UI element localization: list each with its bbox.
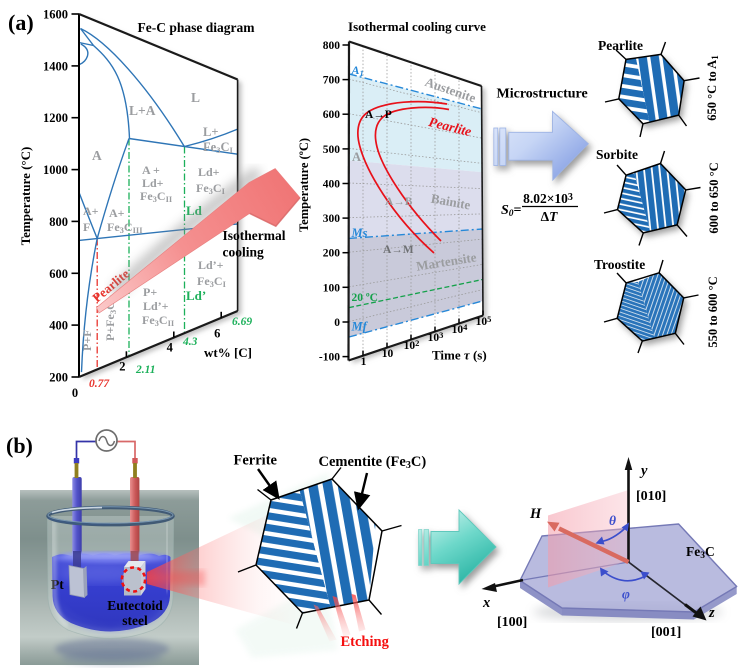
svg-text:20 ºC: 20 ºC xyxy=(352,292,378,304)
svg-text:Fe3CI: Fe3CI xyxy=(203,140,233,155)
svg-text:0.77: 0.77 xyxy=(89,378,110,390)
svg-text:A: A xyxy=(352,150,361,164)
svg-text:P+: P+ xyxy=(143,285,157,299)
svg-text:ΔT: ΔT xyxy=(541,209,558,224)
svg-text:1000: 1000 xyxy=(43,163,68,177)
svg-text:Fe-C phase diagram: Fe-C phase diagram xyxy=(138,20,256,35)
svg-text:Isothermal: Isothermal xyxy=(223,228,286,243)
svg-text:Temperature (°C): Temperature (°C) xyxy=(18,147,33,246)
svg-text:10: 10 xyxy=(382,348,394,360)
svg-text:1200: 1200 xyxy=(43,111,68,125)
svg-text:A→P: A→P xyxy=(365,109,392,121)
svg-text:400: 400 xyxy=(323,179,341,191)
svg-text:y: y xyxy=(639,463,648,479)
svg-text:L+: L+ xyxy=(203,125,218,139)
svg-text:8.02×103: 8.02×103 xyxy=(523,191,573,206)
svg-text:S0=: S0= xyxy=(501,203,522,219)
svg-text:Cementite (Fe3C): Cementite (Fe3C) xyxy=(319,454,427,471)
svg-text:[100]: [100] xyxy=(497,615,527,630)
svg-text:Eutectoid: Eutectoid xyxy=(107,598,163,613)
svg-text:L: L xyxy=(191,90,200,105)
svg-text:Time τ (s): Time τ (s) xyxy=(432,348,487,363)
svg-text:A: A xyxy=(92,148,102,163)
svg-text:Temperature (ºC): Temperature (ºC) xyxy=(297,138,311,232)
svg-text:steel: steel xyxy=(122,613,148,628)
svg-text:550 to 600 °C: 550 to 600 °C xyxy=(706,276,720,347)
svg-text:1400: 1400 xyxy=(43,59,68,73)
svg-text:Isothermal cooling curve: Isothermal cooling curve xyxy=(348,19,486,34)
svg-text:6: 6 xyxy=(214,326,220,340)
svg-text:Ms: Ms xyxy=(351,226,368,240)
svg-text:cooling: cooling xyxy=(223,245,265,260)
svg-text:800: 800 xyxy=(49,215,68,229)
svg-text:600 to 650 °C: 600 to 650 °C xyxy=(707,162,721,233)
svg-text:Troostite: Troostite xyxy=(594,257,645,272)
svg-text:Ld+: Ld+ xyxy=(142,176,164,190)
svg-text:4.3: 4.3 xyxy=(182,336,198,348)
svg-text:600: 600 xyxy=(49,267,68,281)
svg-text:[010]: [010] xyxy=(636,489,666,504)
svg-text:-100: -100 xyxy=(319,352,340,364)
svg-text:0: 0 xyxy=(72,386,78,400)
svg-text:P+F: P+F xyxy=(80,330,94,352)
svg-text:L+A: L+A xyxy=(129,103,156,118)
svg-text:200: 200 xyxy=(323,248,341,260)
svg-text:A→M: A→M xyxy=(383,244,414,256)
svg-text:z: z xyxy=(708,605,715,621)
svg-text:x: x xyxy=(482,595,490,611)
svg-text:(b): (b) xyxy=(6,433,33,458)
svg-text:Ferrite: Ferrite xyxy=(234,453,278,469)
svg-text:Fe3CII: Fe3CII xyxy=(142,313,175,328)
svg-text:600: 600 xyxy=(323,109,341,121)
svg-text:650 °C to A1: 650 °C to A1 xyxy=(705,55,720,121)
svg-text:Bainite: Bainite xyxy=(430,191,472,213)
svg-text:Microstructure: Microstructure xyxy=(497,87,588,102)
svg-text:1: 1 xyxy=(361,356,367,368)
svg-text:Fe3CII: Fe3CII xyxy=(140,189,173,204)
svg-text:800: 800 xyxy=(323,40,341,52)
svg-text:Mf: Mf xyxy=(351,320,369,334)
svg-text:700: 700 xyxy=(323,75,341,87)
svg-text:2.11: 2.11 xyxy=(135,364,156,376)
svg-text:A+: A+ xyxy=(83,204,99,218)
svg-text:Ld’+: Ld’+ xyxy=(198,258,224,272)
svg-text:Ld’: Ld’ xyxy=(186,288,206,303)
svg-text:Ld’+: Ld’+ xyxy=(143,299,169,313)
svg-text:Fe3CI: Fe3CI xyxy=(197,274,227,289)
svg-text:1600: 1600 xyxy=(43,8,68,22)
svg-text:300: 300 xyxy=(323,213,341,225)
svg-text:6.69: 6.69 xyxy=(232,316,252,328)
svg-text:Fe3C: Fe3C xyxy=(686,544,715,561)
svg-text:200: 200 xyxy=(49,371,68,385)
svg-text:F: F xyxy=(83,220,90,234)
svg-text:φ: φ xyxy=(622,587,630,602)
svg-text:Etching: Etching xyxy=(341,634,390,650)
svg-text:4: 4 xyxy=(167,341,174,355)
svg-text:[001]: [001] xyxy=(651,625,681,640)
svg-text:100: 100 xyxy=(323,282,341,294)
svg-text:0: 0 xyxy=(334,317,340,329)
svg-text:A+: A+ xyxy=(109,206,125,220)
svg-text:2: 2 xyxy=(119,359,125,373)
svg-text:θ: θ xyxy=(609,513,616,528)
svg-text:500: 500 xyxy=(323,144,341,156)
svg-text:H: H xyxy=(529,506,542,522)
svg-text:A→B: A→B xyxy=(385,196,413,208)
svg-text:wt% [C]: wt% [C] xyxy=(204,345,252,360)
svg-text:Pearlite: Pearlite xyxy=(598,38,643,53)
svg-text:A +: A + xyxy=(142,163,160,177)
svg-text:400: 400 xyxy=(49,319,68,333)
svg-text:(a): (a) xyxy=(8,10,34,35)
svg-text:Sorbite: Sorbite xyxy=(596,147,638,162)
svg-text:Ld+: Ld+ xyxy=(198,165,220,179)
